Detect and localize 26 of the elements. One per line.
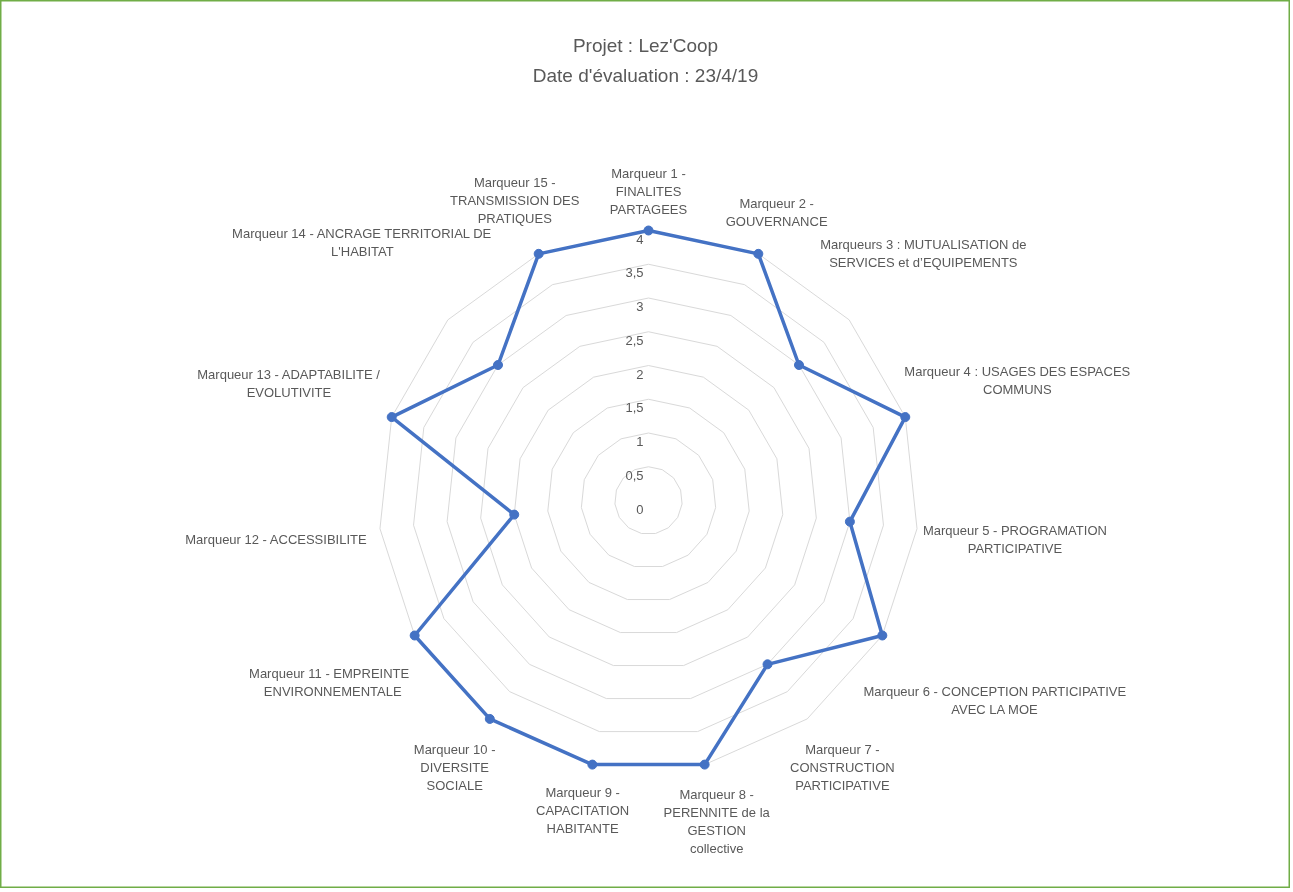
chart-subtitle: Date d'évaluation : 23/4/19 bbox=[532, 65, 759, 86]
y-tick-label: 1,5 bbox=[625, 400, 644, 416]
y-tick-label: 3,5 bbox=[625, 265, 644, 281]
y-tick-label: 2,5 bbox=[625, 332, 644, 348]
y-tick-label: 1 bbox=[636, 434, 644, 449]
y-tick-label: 0,5 bbox=[625, 467, 644, 483]
spoke-label: Marqueurs 3 : MUTUALISATION de SERVICES et d’EQUIPEMENTS bbox=[820, 236, 1027, 270]
spoke-label: Marqueur 6 - CONCEPTION PARTICIPATIVE AVEC LA MOE bbox=[863, 683, 1127, 717]
spoke-label: Marqueur 4 : USAGES DES ESPACES COMMUNS bbox=[904, 364, 1131, 398]
spoke-label: Marqueur 14 - ANCRAGE TERRITORIAL DE L'HABITAT bbox=[232, 226, 492, 260]
spoke-label: Marqueur 1 - FINALITES PARTAGEES bbox=[609, 166, 688, 217]
spoke-label: Marqueur 7 - CONSTRUCTION PARTICIPATIVE bbox=[790, 741, 895, 793]
spoke-label: Marqueur 15 - TRANSMISSION DES PRATIQUES bbox=[450, 174, 580, 226]
y-tick-label: 4 bbox=[636, 231, 644, 247]
spoke-label: Marqueur 9 - CAPACITATION HABITANTE bbox=[536, 784, 630, 836]
spoke-label: Marqueur 5 - PROGRAMATION PARTICIPATIVE bbox=[922, 522, 1107, 556]
spoke-label: Marqueur 11 - EMPREINTE ENVIRONNEMENTALE bbox=[249, 666, 410, 700]
y-tick-label: 3 bbox=[636, 299, 644, 314]
spoke-label: Marqueur 12 - ACCESSIBILITE bbox=[185, 532, 367, 548]
y-tick-label: 2 bbox=[636, 366, 644, 382]
spoke-label: Marqueur 8 - PERENNITE de la GESTION collective bbox=[663, 786, 771, 856]
spoke-label: Marqueur 13 - ADAPTABILITE / EVOLUTIVITE bbox=[197, 367, 381, 401]
spoke-label: Marqueur 10 - DIVERSITE SOCIALE bbox=[413, 741, 496, 793]
chart-title: Projet : Lez'Coop bbox=[572, 35, 719, 56]
spoke-label: Marqueur 2 - GOUVERNANCE bbox=[725, 196, 828, 230]
y-tick-label: 0 bbox=[636, 501, 644, 517]
